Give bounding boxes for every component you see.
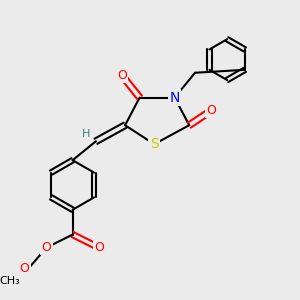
Text: CH₃: CH₃: [0, 276, 20, 286]
Text: O: O: [206, 104, 216, 117]
Text: N: N: [169, 91, 180, 104]
Text: O: O: [117, 69, 127, 82]
Text: H: H: [82, 129, 90, 139]
Text: O: O: [41, 241, 51, 254]
Text: O: O: [94, 241, 104, 254]
Text: S: S: [150, 137, 159, 151]
Text: O: O: [20, 262, 29, 275]
